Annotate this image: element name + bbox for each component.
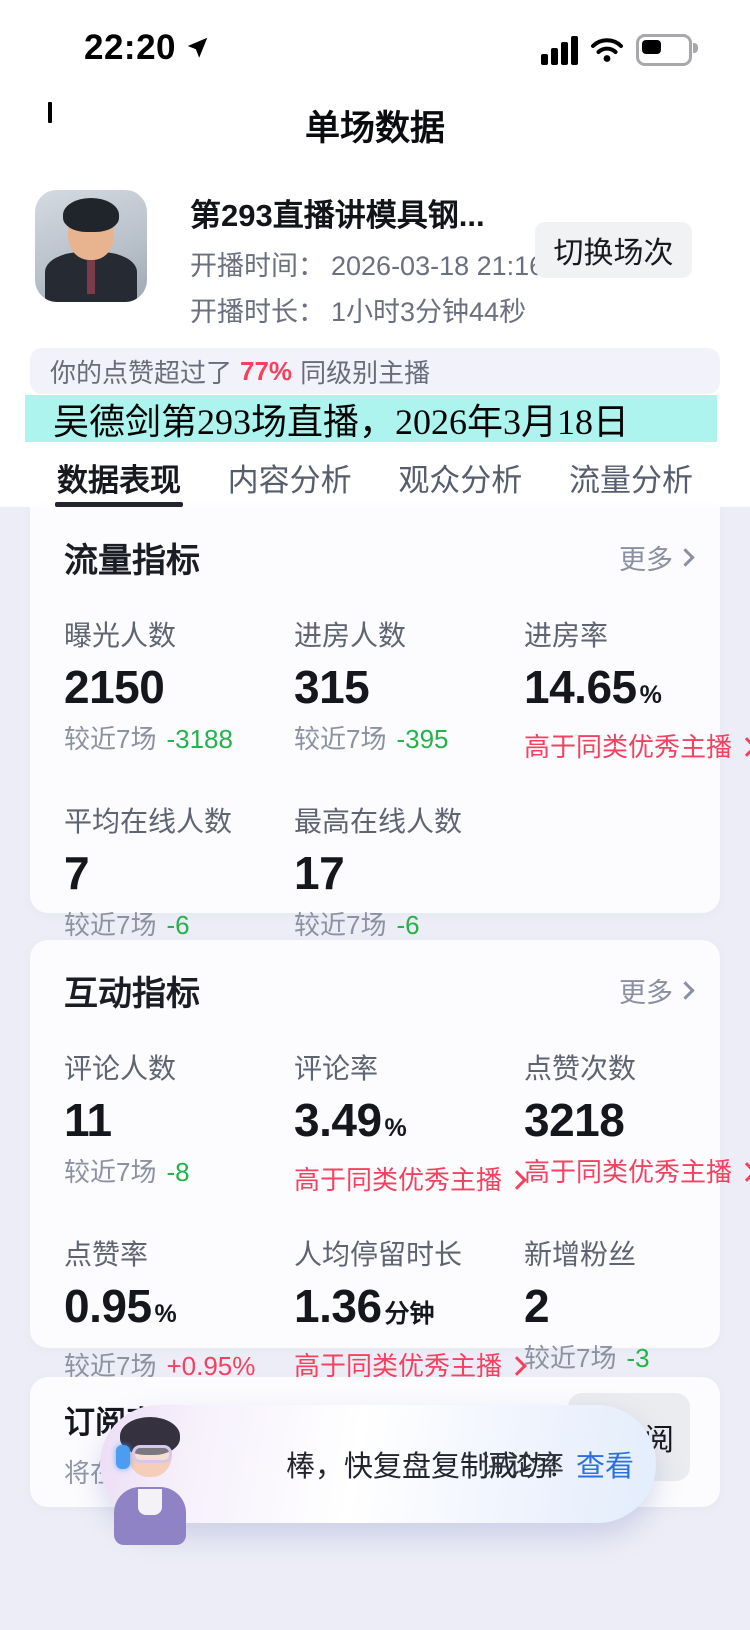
status-time: 22:20 — [84, 28, 177, 67]
metric-room-entry-rate: 进房率 14.65% 高于同类优秀主播 — [524, 618, 750, 764]
more-link-interaction[interactable]: 更多 — [619, 971, 695, 1010]
session-start-time: 开播时间： 2026-03-18 21:16:14 — [190, 251, 582, 281]
card-title-interaction: 互动指标 — [64, 975, 200, 1013]
metric-comment-rate: 评论率 3.49% 高于同类优秀主播 — [294, 1051, 527, 1197]
metric-avg-online: 平均在线人数 7 较近7场 -6 — [64, 806, 233, 940]
assistant-avatar — [106, 1393, 194, 1545]
benchmark-link[interactable]: 高于同类优秀主播 — [524, 730, 750, 764]
metric-like-rate: 点赞率 0.95% 较近7场 +0.95% — [64, 1239, 256, 1381]
benchmark-link[interactable]: 高于同类优秀主播 — [294, 1349, 527, 1383]
location-arrow-icon — [184, 35, 210, 61]
chevron-right-icon — [737, 1162, 750, 1182]
tab-audience-analysis[interactable]: 观众分析 — [398, 463, 523, 498]
more-link-traffic[interactable]: 更多 — [619, 538, 695, 577]
session-info: 第293直播讲模具钢... 开播时间： 2026-03-18 21:16:14 开… — [0, 188, 750, 327]
metric-avg-stay-duration: 人均停留时长 1.36 分钟 高于同类优秀主播 — [294, 1237, 527, 1383]
chevron-right-icon — [676, 981, 695, 1000]
host-avatar — [35, 190, 147, 302]
header-section: 22:20 单场数据 第293直播讲模具钢... 开播时 — [0, 0, 750, 507]
benchmark-link[interactable]: 高于同类优秀主播 — [524, 1155, 750, 1189]
battery-icon — [636, 34, 698, 66]
signal-strength-icon — [541, 35, 578, 65]
nav-bar: 单场数据 — [0, 92, 750, 162]
wifi-icon — [590, 37, 624, 63]
switch-session-button[interactable]: 切换场次 — [535, 222, 692, 278]
toast-metric-ref: 评论率 — [479, 1450, 564, 1481]
interaction-metrics-card: 互动指标 更多 评论人数 11 较近7场 -8 评论率 3.49% 高于同类优秀主… — [30, 940, 750, 1381]
status-bar: 22:20 — [0, 28, 750, 74]
session-duration: 开播时长： 1小时3分钟44秒 — [190, 297, 527, 327]
toast-message: 棒，快复盘复制成功！ — [286, 1451, 577, 1483]
likes-rank-banner: 你的点赞超过了 77% 同级别主播 — [30, 348, 720, 394]
toast-view-link[interactable]: 查看 — [575, 1451, 634, 1483]
page-title: 单场数据 — [304, 109, 445, 148]
chevron-right-icon — [676, 548, 695, 567]
tab-data-performance[interactable]: 数据表现 — [55, 449, 183, 507]
benchmark-link[interactable]: 高于同类优秀主播 — [294, 1163, 527, 1197]
traffic-metrics-card: 流量指标 更多 曝光人数 2150 较近7场 -3188 进房人数 315 较近7… — [30, 507, 750, 940]
metric-max-online: 最高在线人数 17 较近7场 -6 — [294, 806, 463, 940]
session-title: 第293直播讲模具钢... — [190, 198, 485, 233]
rank-percent: 77% — [240, 355, 293, 386]
metric-new-followers: 新增粉丝 2 较近7场 -3 — [524, 1239, 650, 1373]
assistant-toast: 棒，快复盘复制成功！ 评论率 查看 — [100, 1405, 656, 1545]
metric-like-count: 点赞次数 3218 高于同类优秀主播 — [524, 1051, 750, 1197]
chevron-right-icon — [737, 737, 750, 757]
tab-traffic-analysis[interactable]: 流量分析 — [568, 463, 693, 498]
tab-content-analysis[interactable]: 内容分析 — [227, 463, 352, 498]
card-title-traffic: 流量指标 — [64, 542, 200, 580]
metric-comment-count: 评论人数 11 较近7场 -8 — [64, 1053, 190, 1187]
metric-room-entry-count: 进房人数 315 较近7场 -395 — [294, 620, 449, 754]
tab-bar: 数据表现 内容分析 观众分析 流量分析 — [0, 449, 750, 507]
metric-exposure-count: 曝光人数 2150 较近7场 -3188 — [64, 620, 233, 754]
annotation-highlight: 吴德剑第293场直播，2026年3月18日 — [25, 395, 717, 442]
